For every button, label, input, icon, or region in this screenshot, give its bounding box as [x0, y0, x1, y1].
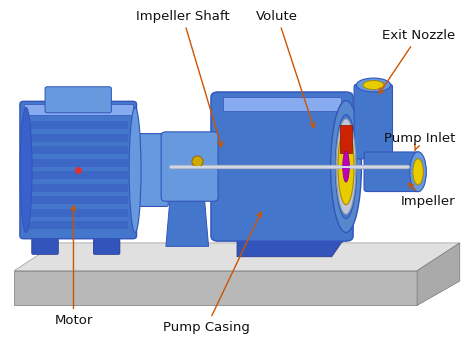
Polygon shape: [237, 236, 351, 257]
FancyBboxPatch shape: [211, 92, 353, 241]
Polygon shape: [28, 171, 128, 179]
Polygon shape: [166, 191, 209, 246]
Text: Impeller: Impeller: [401, 183, 455, 208]
Polygon shape: [340, 125, 352, 153]
Polygon shape: [28, 121, 128, 129]
Polygon shape: [24, 104, 133, 115]
Text: Pump Inlet: Pump Inlet: [383, 132, 455, 151]
Polygon shape: [28, 159, 128, 167]
Text: Volute: Volute: [256, 10, 315, 128]
Polygon shape: [28, 134, 128, 142]
Polygon shape: [28, 196, 128, 204]
Polygon shape: [417, 243, 460, 305]
Polygon shape: [14, 243, 460, 271]
Ellipse shape: [356, 78, 391, 92]
FancyBboxPatch shape: [93, 231, 120, 254]
Polygon shape: [14, 271, 417, 305]
Ellipse shape: [343, 151, 349, 182]
Polygon shape: [28, 221, 128, 229]
FancyBboxPatch shape: [20, 101, 137, 239]
Polygon shape: [28, 146, 128, 154]
Ellipse shape: [338, 128, 354, 205]
FancyBboxPatch shape: [45, 87, 111, 113]
Polygon shape: [28, 209, 128, 217]
FancyBboxPatch shape: [135, 134, 168, 206]
Ellipse shape: [129, 108, 141, 232]
Ellipse shape: [336, 119, 356, 214]
Ellipse shape: [20, 108, 32, 232]
Ellipse shape: [413, 159, 423, 185]
Text: Impeller Shaft: Impeller Shaft: [136, 10, 229, 147]
FancyBboxPatch shape: [354, 84, 392, 159]
Ellipse shape: [363, 81, 384, 90]
FancyBboxPatch shape: [364, 152, 420, 192]
Text: Pump Casing: Pump Casing: [163, 212, 261, 334]
Polygon shape: [28, 184, 128, 192]
Ellipse shape: [335, 115, 356, 219]
Polygon shape: [223, 97, 341, 111]
Text: Motor: Motor: [55, 205, 92, 327]
Ellipse shape: [410, 152, 427, 192]
FancyBboxPatch shape: [32, 231, 58, 254]
Text: Exit Nozzle: Exit Nozzle: [379, 29, 455, 94]
FancyBboxPatch shape: [161, 132, 218, 201]
Ellipse shape: [331, 101, 361, 232]
